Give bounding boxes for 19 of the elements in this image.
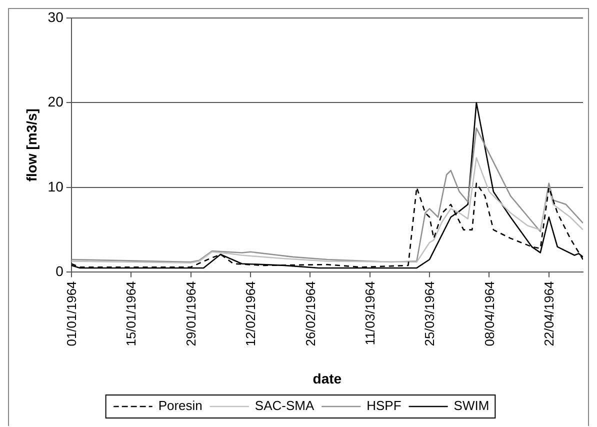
x-tick-label: 11/03/1964 [362,281,378,346]
legend-label: SWIM [454,398,490,414]
x-tick-label: 25/03/1964 [422,281,438,346]
legend-label: SAC-SMA [254,398,314,414]
x-tick-label: 26/02/1964 [302,281,318,346]
legend-label: Poresin [158,398,202,414]
y-tick-label: 30 [48,8,64,25]
legend-label: HSPF [366,398,402,414]
x-axis-title: date [312,370,342,386]
x-tick-label: 22/04/1964 [542,281,557,346]
y-tick-label: 20 [48,94,64,110]
x-tick-label: 15/01/1964 [124,281,139,346]
x-tick-label: 01/01/1964 [64,281,80,346]
x-tick-label: 08/04/1964 [482,281,497,346]
x-tick-label: 12/02/1964 [243,281,258,346]
y-tick-label: 10 [48,178,64,194]
y-axis-title: flow [m3/s] [23,108,40,182]
x-tick-label: 29/01/1964 [183,281,198,346]
y-tick-label: 0 [56,263,64,280]
